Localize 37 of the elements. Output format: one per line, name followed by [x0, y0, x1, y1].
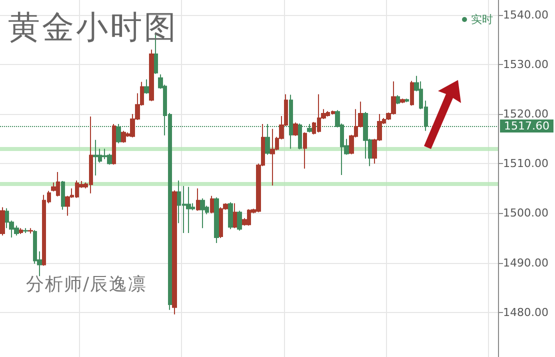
- candlestick: [144, 78, 149, 94]
- candlestick: [200, 198, 205, 229]
- y-tick-label: 1480.00: [503, 306, 548, 319]
- candlestick: [210, 195, 214, 214]
- y-tick-label: 1500.00: [503, 206, 548, 220]
- annotation: 实时: [471, 13, 493, 26]
- candlestick: [23, 228, 28, 234]
- candlestick: [214, 196, 219, 244]
- candlestick: [405, 98, 409, 103]
- candlestick: [19, 228, 23, 235]
- y-tick-label: 1520.00: [503, 108, 548, 121]
- candlestick: [233, 202, 237, 229]
- candlestick: [237, 210, 242, 232]
- y-tick-label: 1490.00: [503, 256, 548, 270]
- y-tick-label: 1540.00: [503, 8, 548, 22]
- candlestick: [303, 132, 307, 170]
- candlestick: [400, 98, 405, 104]
- candlestick: [112, 123, 116, 166]
- chart-title: 黄金小时图: [8, 7, 178, 48]
- candlestick: [293, 122, 298, 136]
- candlestick: [28, 228, 33, 234]
- candlestick: [270, 128, 275, 186]
- candlestick: [196, 188, 200, 212]
- candlestick: [396, 94, 400, 105]
- candlestick: [228, 202, 233, 230]
- ref-line-label: 1517.60: [504, 119, 550, 132]
- candlestick: [149, 49, 154, 102]
- candlestick: [410, 80, 414, 106]
- candlestick: [172, 190, 177, 315]
- y-tick-label: 1530.00: [503, 58, 548, 71]
- y-tick-label: 1510.00: [503, 157, 548, 170]
- candlestick: [61, 180, 65, 210]
- candlestick: [121, 130, 126, 144]
- annotation: 分析师/辰逸凛: [26, 273, 148, 296]
- candlestick: [186, 186, 191, 234]
- candlestick: [0, 206, 5, 236]
- candlestick: [93, 139, 98, 176]
